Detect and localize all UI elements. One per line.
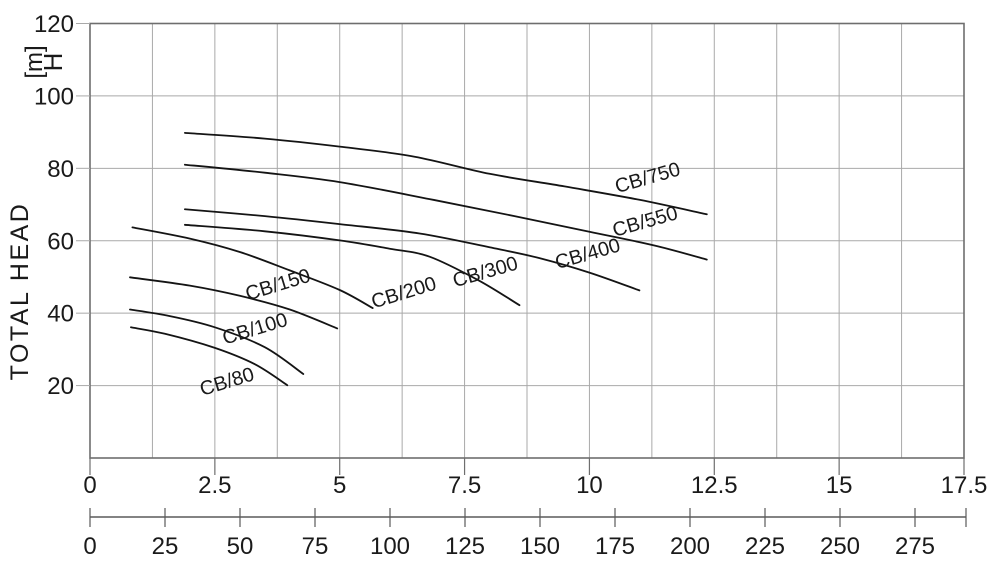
- y-tick-label: 40: [47, 301, 74, 328]
- curve-CB/80: [130, 326, 289, 387]
- pump-curves: [129, 131, 708, 387]
- x-top-tick-label: 10: [576, 472, 603, 499]
- curve-CB/750: [183, 131, 708, 216]
- curve-CB/400: [183, 208, 641, 292]
- x-bottom-tick-label: 25: [152, 533, 179, 560]
- x-bottom-tick-label: 275: [895, 533, 935, 560]
- y-axis-ticks-and-labels: 20 40 60 80 100 120: [34, 11, 90, 400]
- curve-label-CB/750: CB/750: [613, 158, 683, 198]
- curve-label-CB/200: CB/200: [369, 273, 439, 314]
- x-bottom-tick-label: 125: [445, 533, 485, 560]
- curve-CB/150: [129, 276, 339, 330]
- curve-label-CB/550: CB/550: [610, 202, 680, 242]
- x-axis-bottom: 0 25 50 75 100 125 150 175 200 225 250 275: [83, 508, 967, 560]
- y-tick-label: 60: [47, 228, 74, 255]
- y-tick-label: 20: [47, 373, 74, 400]
- y-axis-unit-bracket: [m]: [21, 45, 48, 79]
- x-top-tick-label: 5: [333, 472, 346, 499]
- x-top-tick-label: 12.5: [691, 472, 738, 499]
- curve-label-CB/100: CB/100: [220, 309, 290, 350]
- x-top-tick-label: 17.5: [941, 472, 988, 499]
- x-top-tick-label: 15: [826, 472, 853, 499]
- x-bottom-tick-label: 150: [520, 533, 560, 560]
- y-tick-label: 120: [34, 11, 74, 38]
- x-bottom-tick-label: 75: [302, 533, 329, 560]
- horizontal-gridlines: [90, 95, 964, 387]
- x-bottom-tick-label: 0: [83, 533, 96, 560]
- curve-CB/100: [129, 308, 305, 375]
- x-bottom-tick-label: 50: [227, 533, 254, 560]
- curve-label-CB/150: CB/150: [243, 265, 313, 306]
- x-bottom-tick-label: 225: [745, 533, 785, 560]
- y-tick-label: 100: [34, 83, 74, 110]
- curve-label-CB/300: CB/300: [450, 253, 520, 293]
- y-axis-title: TOTAL HEAD: [6, 201, 34, 381]
- x-bottom-tick-label: 175: [595, 533, 635, 560]
- y-tick-label: 80: [47, 156, 74, 183]
- curve-CB/300: [183, 223, 521, 307]
- curve-CB/550: [183, 163, 708, 261]
- curve-label-CB/80: CB/80: [197, 363, 257, 400]
- x-bottom-tick-label: 100: [370, 533, 410, 560]
- x-top-tick-label: 7.5: [448, 472, 481, 499]
- x-top-tick-label: 0: [83, 472, 96, 499]
- x-bottom-tick-label: 200: [670, 533, 710, 560]
- x-top-tick-label: 2.5: [198, 472, 231, 499]
- curve-CB/200: [131, 226, 374, 309]
- x-bottom-tick-label: 250: [820, 533, 860, 560]
- x-axis-top-ticks-and-labels: 0 2.5 5 7.5 10 12.5 15 17.5: [83, 458, 987, 499]
